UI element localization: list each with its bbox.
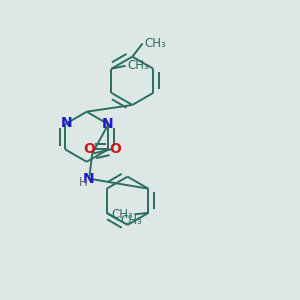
Text: CH₃: CH₃: [127, 59, 149, 72]
Text: N: N: [101, 117, 113, 130]
Text: N: N: [60, 116, 72, 130]
Text: O: O: [109, 142, 121, 156]
Text: CH₃: CH₃: [144, 37, 166, 50]
Text: O: O: [83, 142, 95, 156]
Text: CH₃: CH₃: [111, 208, 133, 221]
Text: N: N: [83, 172, 95, 186]
Text: CH₃: CH₃: [120, 214, 142, 227]
Text: H: H: [78, 176, 87, 189]
